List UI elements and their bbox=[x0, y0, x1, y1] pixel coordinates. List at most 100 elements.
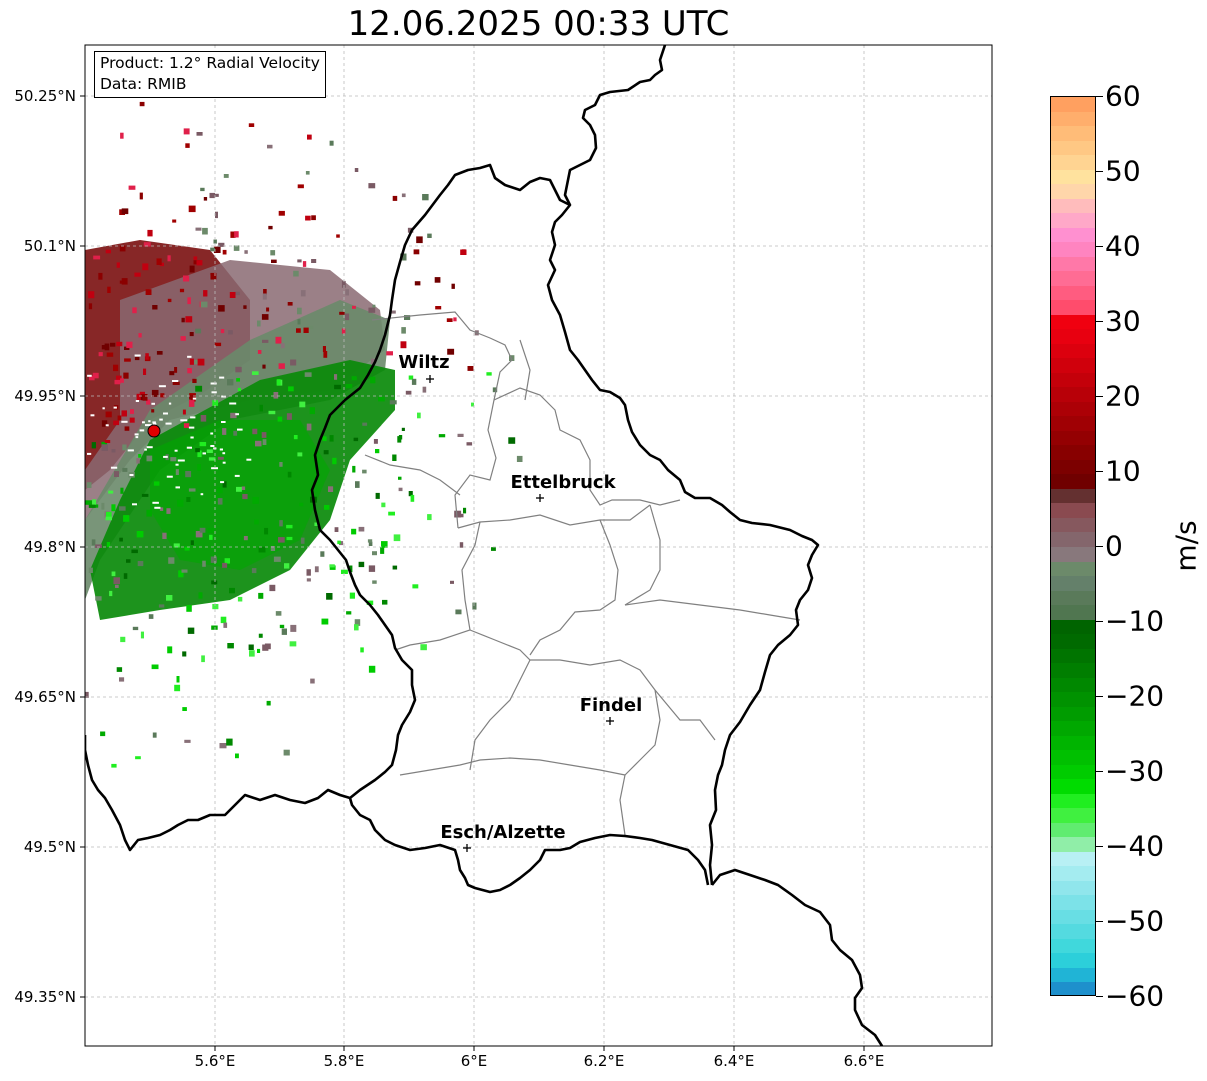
radar-speckle bbox=[397, 436, 402, 443]
radar-speckle bbox=[270, 546, 276, 551]
radar-speckle bbox=[278, 363, 285, 369]
radar-speckle bbox=[187, 368, 192, 374]
radar-speckle bbox=[215, 211, 218, 219]
radar-speckle bbox=[147, 229, 153, 237]
radar-speckle bbox=[271, 259, 277, 263]
lat-tick-label: 50.1°N bbox=[23, 237, 76, 255]
radar-speckle bbox=[124, 426, 130, 431]
radar-speckle bbox=[422, 194, 429, 201]
radar-speckle bbox=[438, 434, 446, 438]
radar-speckle bbox=[228, 330, 233, 335]
colorbar-segment bbox=[1051, 474, 1095, 489]
radar-speckle bbox=[136, 531, 144, 538]
radar-speckle bbox=[457, 433, 464, 437]
radar-speckle bbox=[152, 422, 157, 425]
radar-speckle bbox=[222, 562, 228, 568]
radar-speckle bbox=[174, 449, 178, 452]
radar-speckle bbox=[145, 424, 152, 427]
radar-speckle bbox=[165, 422, 172, 425]
radar-speckle bbox=[148, 420, 151, 423]
radar-speckle bbox=[139, 101, 145, 107]
radar-speckle bbox=[138, 333, 142, 338]
radar-speckle bbox=[311, 215, 316, 221]
radar-speckle bbox=[183, 275, 190, 282]
radar-speckle bbox=[105, 424, 109, 427]
radar-speckle bbox=[410, 494, 415, 502]
radar-speckle bbox=[184, 739, 191, 743]
radar-speckle bbox=[209, 534, 213, 540]
radar-speckle bbox=[188, 400, 195, 407]
colorbar-tick-label: −40 bbox=[1105, 829, 1165, 863]
colorbar-segment bbox=[1051, 880, 1095, 896]
radar-speckle bbox=[151, 389, 159, 397]
radar-speckle bbox=[257, 648, 261, 653]
radar-speckle bbox=[189, 332, 194, 337]
radar-speckle bbox=[185, 143, 190, 148]
radar-speckle bbox=[378, 396, 385, 402]
radar-speckle bbox=[302, 261, 307, 267]
radar-speckle bbox=[119, 506, 126, 511]
colorbar-tick bbox=[1096, 696, 1103, 697]
colorbar-segment bbox=[1051, 532, 1095, 547]
radar-speckle bbox=[201, 655, 205, 663]
radar-speckle bbox=[124, 346, 130, 350]
colorbar-segment bbox=[1051, 445, 1095, 460]
radar-speckle bbox=[404, 315, 411, 320]
radar-speckle bbox=[334, 374, 338, 380]
radar-speckle bbox=[119, 537, 123, 542]
lat-tick-label: 49.8°N bbox=[23, 538, 76, 556]
radar-speckle bbox=[393, 534, 401, 542]
colorbar-segment bbox=[1051, 576, 1095, 591]
radar-speckle bbox=[266, 307, 270, 312]
radar-speckle bbox=[267, 144, 273, 149]
radar-speckle bbox=[142, 421, 145, 424]
colorbar-tick bbox=[1096, 996, 1103, 997]
radar-speckle bbox=[290, 359, 297, 366]
radar-speckle bbox=[202, 227, 208, 235]
radar-speckle bbox=[152, 305, 158, 310]
radar-speckle bbox=[392, 454, 397, 461]
colorbar-tick bbox=[1096, 846, 1103, 847]
radar-speckle bbox=[398, 476, 402, 480]
radar-speckle bbox=[408, 491, 413, 497]
radar-speckle bbox=[196, 132, 203, 136]
radar-speckle bbox=[241, 486, 246, 490]
colorbar-unit-label: m/s bbox=[1169, 520, 1203, 572]
radar-speckle bbox=[262, 293, 267, 300]
radar-speckle bbox=[259, 404, 263, 412]
map-grid bbox=[85, 45, 992, 1046]
colorbar-tick-label: 30 bbox=[1105, 304, 1141, 338]
radar-speckle bbox=[216, 487, 223, 494]
colorbar-segment bbox=[1051, 750, 1095, 765]
radar-speckle bbox=[223, 622, 228, 628]
radar-speckle bbox=[146, 399, 151, 405]
radar-speckle bbox=[146, 446, 153, 449]
colorbar-tick-label: −50 bbox=[1105, 904, 1165, 938]
radar-speckle bbox=[306, 569, 311, 576]
radar-speckle bbox=[140, 631, 144, 639]
radar-speckle bbox=[368, 307, 376, 313]
radar-speckle bbox=[233, 430, 238, 436]
radar-speckle bbox=[235, 753, 239, 759]
colorbar-tick-label: 0 bbox=[1105, 529, 1123, 563]
radar-speckle bbox=[211, 580, 218, 585]
colorbar-segment bbox=[1051, 97, 1095, 112]
radar-speckle bbox=[122, 467, 128, 472]
colorbar-segment bbox=[1051, 663, 1095, 678]
radar-speckle bbox=[200, 415, 207, 422]
colorbar-tick-label: −10 bbox=[1105, 604, 1165, 638]
radar-speckle bbox=[135, 436, 139, 439]
radar-speckle bbox=[334, 527, 339, 532]
radar-speckle bbox=[172, 381, 180, 385]
radar-speckle bbox=[262, 339, 269, 343]
radar-speckle bbox=[111, 449, 116, 453]
city-labels: Wiltz Ettelbruck Findel Esch/Alzette bbox=[398, 352, 642, 843]
radar-speckle bbox=[174, 684, 181, 692]
radar-speckle bbox=[142, 263, 149, 271]
radar-speckle bbox=[211, 467, 218, 470]
radar-speckle bbox=[339, 541, 344, 546]
radar-speckle bbox=[167, 646, 173, 654]
radar-speckle bbox=[287, 471, 292, 478]
radar-speckle bbox=[243, 305, 247, 309]
